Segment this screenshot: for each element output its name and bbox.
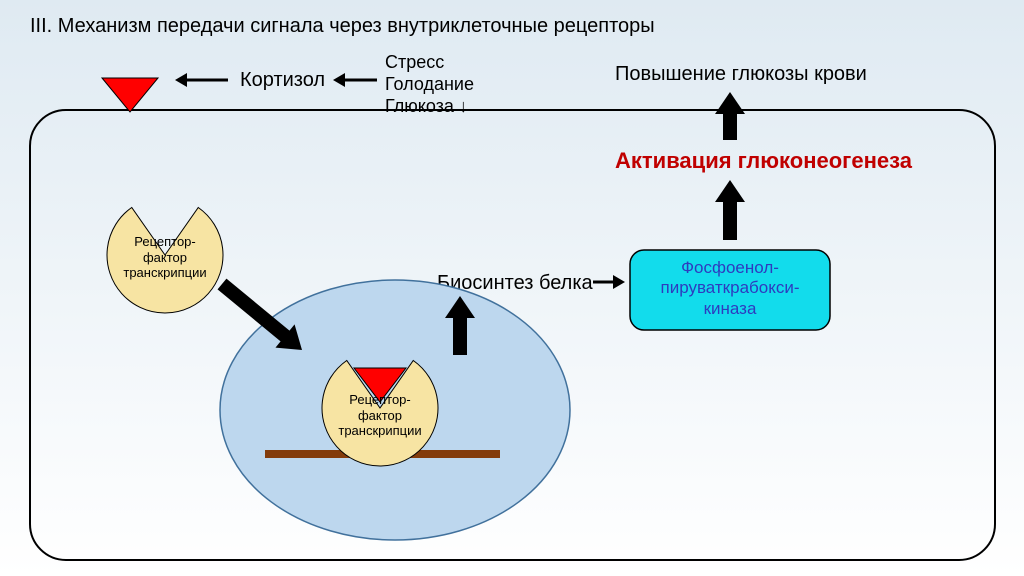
label-enzyme-l3: киназа xyxy=(704,299,757,318)
label-receptor2-l2: фактор xyxy=(358,408,402,423)
label-receptor2-l3: транскрипции xyxy=(338,423,421,438)
diagram-shapes xyxy=(0,0,1024,576)
label-receptor1: Рецептор- фактор транскрипции xyxy=(115,234,215,281)
arrow-activation-to-glucose xyxy=(715,92,745,140)
label-receptor1-l2: фактор xyxy=(143,250,187,265)
label-receptor2-l1: Рецептор- xyxy=(349,392,411,407)
arrow-enzyme-to-activation xyxy=(715,180,745,240)
label-enzyme: Фосфоенол- пируваткрабокси- киназа xyxy=(630,258,830,319)
arrow-cortisol-to-triangle xyxy=(175,73,228,87)
label-receptor1-l1: Рецептор- xyxy=(134,234,196,249)
arrow-stress-to-cortisol xyxy=(333,73,377,87)
triangle-top xyxy=(102,78,158,112)
label-enzyme-l1: Фосфоенол- xyxy=(681,258,779,277)
arrow-biosynthesis-to-enzyme xyxy=(593,275,625,289)
label-receptor1-l3: транскрипции xyxy=(123,265,206,280)
label-enzyme-l2: пируваткрабокси- xyxy=(661,278,800,297)
label-receptor2: Рецептор- фактор транскрипции xyxy=(330,392,430,439)
